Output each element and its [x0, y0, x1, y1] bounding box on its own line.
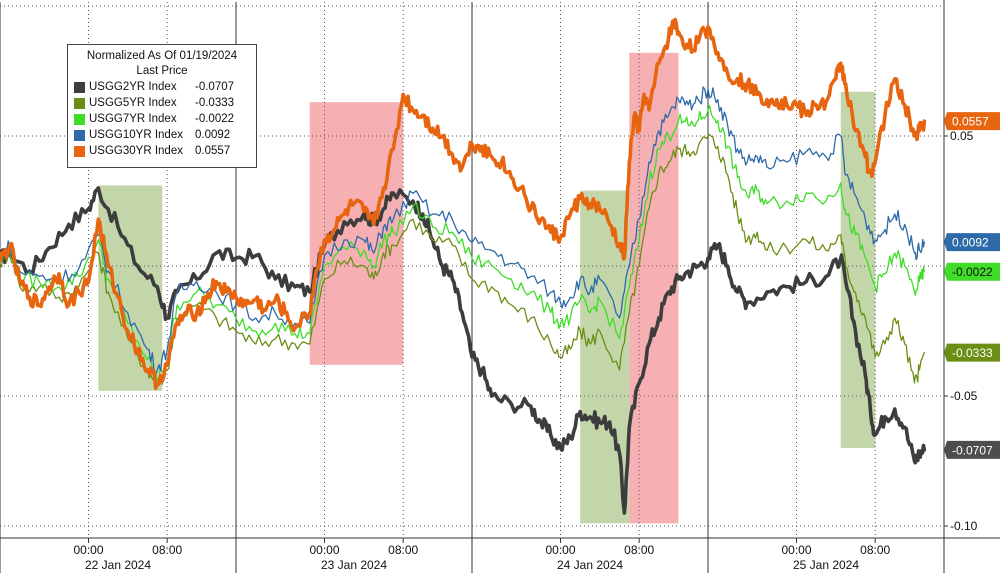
- x-tick-label-7: 08:00: [860, 543, 890, 557]
- legend-title: Normalized As Of 01/19/2024: [86, 50, 238, 62]
- y-tick-label-2: -0.10: [950, 519, 978, 533]
- value-badge-0: [944, 440, 1000, 459]
- day-label-2: 24 Jan 2024: [557, 558, 623, 572]
- legend-name-0: USGG2YR Index: [89, 81, 177, 93]
- legend-item-2: USGG7YR Index -0.0022: [74, 111, 250, 127]
- x-tick-label-5: 08:00: [624, 543, 654, 557]
- legend-name-1: USGG5YR Index: [89, 97, 177, 109]
- shaded-region-1: [309, 102, 404, 365]
- value-badge-label-2: -0.0022: [952, 265, 993, 279]
- legend-name-3: USGG10YR Index: [89, 129, 183, 141]
- legend-item-4: USGG30YR Index 0.0557: [74, 143, 250, 159]
- x-tick-label-2: 00:00: [309, 543, 339, 557]
- series-line-3: [0, 86, 925, 375]
- x-tick-label-1: 08:00: [152, 543, 182, 557]
- value-badge-label-0: -0.0707: [952, 443, 993, 457]
- x-tick-label-4: 00:00: [545, 543, 575, 557]
- x-tick-label-3: 08:00: [388, 543, 418, 557]
- series-line-4: [0, 17, 927, 391]
- value-badge-label-4: 0.0557: [952, 115, 989, 129]
- value-badge-4: [944, 112, 1000, 131]
- legend-name-4: USGG30YR Index: [89, 145, 183, 157]
- legend-value-0: -0.0707: [195, 81, 235, 93]
- legend: Normalized As Of 01/19/2024 Last Price U…: [67, 44, 257, 168]
- legend-value-3: 0.0092: [195, 129, 231, 141]
- legend-swatch-0: [74, 81, 85, 93]
- legend-item-3: USGG10YR Index 0.0092: [74, 127, 250, 143]
- value-badge-2: [944, 262, 1000, 281]
- y-tick-label-1: -0.05: [950, 389, 978, 403]
- series-line-0: [0, 186, 927, 515]
- legend-value-1: -0.0333: [195, 97, 235, 109]
- legend-swatch-3: [74, 129, 85, 141]
- legend-subtitle: Last Price: [136, 65, 188, 77]
- legend-item-1: USGG5YR Index -0.0333: [74, 95, 250, 111]
- legend-value-4: 0.0557: [195, 145, 231, 157]
- legend-swatch-1: [74, 97, 85, 109]
- legend-name-2: USGG7YR Index: [89, 113, 177, 125]
- y-tick-label-0: 0.05: [950, 129, 974, 143]
- value-badge-label-1: -0.0333: [952, 346, 993, 360]
- value-badge-1: [944, 343, 1000, 362]
- legend-swatch-4: [74, 145, 85, 157]
- x-tick-label-0: 00:00: [73, 543, 103, 557]
- legend-swatch-2: [74, 113, 85, 125]
- legend-rows: USGG2YR Index -0.0707 USGG5YR Index -0.0333…: [74, 79, 250, 159]
- x-tick-label-6: 00:00: [781, 543, 811, 557]
- day-label-0: 22 Jan 2024: [85, 558, 151, 572]
- value-badge-label-3: 0.0092: [952, 236, 989, 250]
- legend-item-0: USGG2YR Index -0.0707: [74, 79, 250, 95]
- legend-value-2: -0.0022: [195, 113, 235, 125]
- day-label-1: 23 Jan 2024: [321, 558, 387, 572]
- value-badge-3: [944, 233, 1000, 252]
- day-label-3: 25 Jan 2024: [793, 558, 859, 572]
